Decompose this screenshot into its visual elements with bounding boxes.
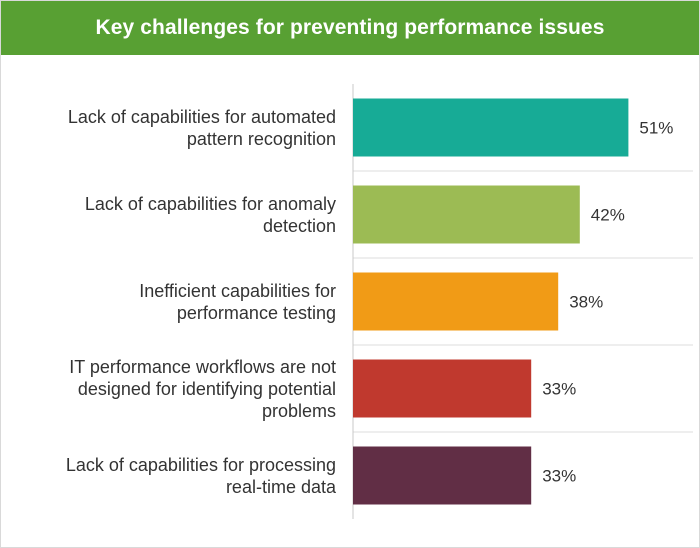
category-label-line: IT performance workflows are not [69, 356, 336, 377]
bar [353, 98, 629, 157]
category-label-line: Lack of capabilities for processing [65, 454, 336, 475]
category-label-line: problems [261, 400, 336, 421]
category-label-line: detection [262, 215, 336, 236]
title-bar: Key challenges for preventing performanc… [1, 1, 699, 55]
value-label: 42% [591, 206, 625, 225]
value-label: 38% [569, 293, 603, 312]
chart-title: Key challenges for preventing performanc… [95, 16, 605, 39]
category-label: Lack of capabilities for automated patter… [10, 106, 336, 150]
category-label-line: Inefficient capabilities for [139, 280, 336, 301]
category-label: Inefficient capabilities for performance … [10, 280, 336, 324]
category-label-line: Lack of capabilities for automated [67, 106, 336, 127]
value-label: 51% [639, 119, 673, 138]
category-label: Lack of capabilities for processing real-… [10, 454, 336, 498]
category-label: IT performance workflows are not designed… [10, 356, 336, 422]
bar [353, 272, 559, 331]
category-label-line: real-time data [225, 476, 336, 497]
category-label: Lack of capabilities for anomaly detectio… [10, 193, 336, 237]
bar [353, 359, 532, 418]
category-label-line: Lack of capabilities for anomaly [84, 193, 336, 214]
category-label-line: performance testing [176, 302, 336, 323]
bar [353, 185, 580, 244]
category-label-line: designed for identifying potential [77, 378, 336, 399]
value-label: 33% [542, 380, 576, 399]
bar [353, 446, 532, 505]
value-label: 33% [542, 467, 576, 486]
category-label-line: pattern recognition [186, 128, 336, 149]
